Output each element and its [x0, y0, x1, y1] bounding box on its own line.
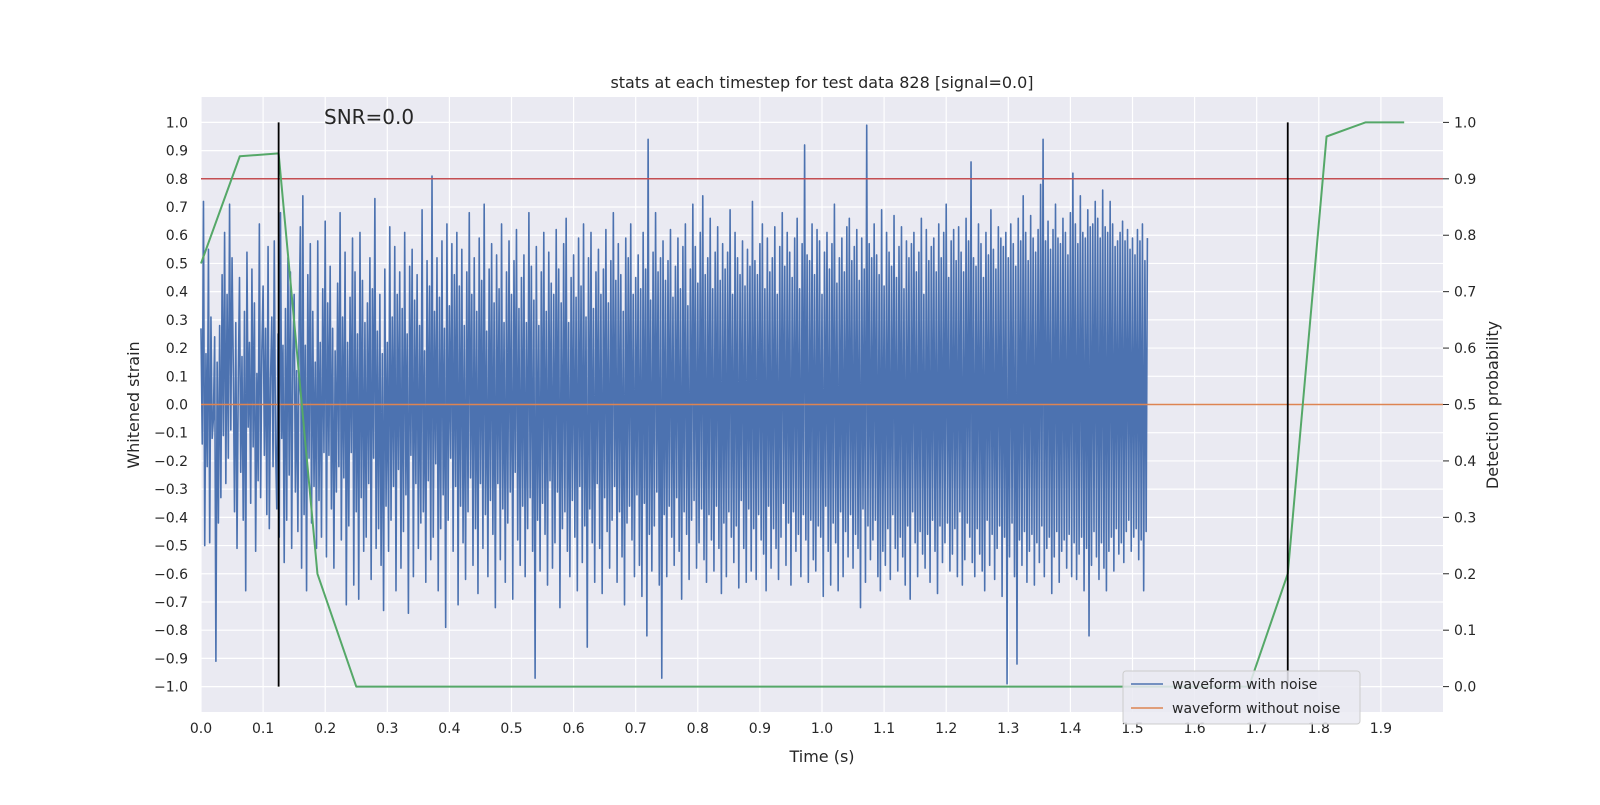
y-right-axis-label: Detection probability	[1483, 321, 1502, 489]
legend-label-clean: waveform without noise	[1172, 701, 1340, 717]
x-tick-label: 1.1	[873, 721, 895, 737]
x-tick-label: 1.9	[1370, 721, 1392, 737]
y-left-tick-label: 1.0	[166, 115, 188, 131]
y-left-tick-label: −1.0	[154, 680, 188, 696]
y-right-tick-label: 0.2	[1454, 567, 1476, 583]
legend-box	[1122, 670, 1361, 725]
y-left-tick-label: −0.3	[154, 482, 188, 498]
y-left-tick-label: −0.6	[154, 567, 188, 583]
x-tick-label: 0.4	[438, 721, 460, 737]
x-tick-label: 1.4	[1059, 721, 1081, 737]
x-tick-labels: 0.0 0.1 0.2 0.3 0.4 0.5 0.6 0.7 0.8 0.9 1.0 1.1 1.2 1…	[190, 721, 1392, 737]
y-right-tick-label: 0.9	[1454, 172, 1476, 188]
y-left-tick-label: 0.8	[166, 172, 188, 188]
y-right-tick-label: 0.5	[1454, 398, 1476, 414]
y-right-tick-label: 0.1	[1454, 623, 1476, 639]
y-left-tick-label: 0.6	[166, 228, 188, 244]
y-left-tick-label: 0.7	[166, 200, 188, 216]
y-left-tick-label: 0.9	[166, 144, 188, 160]
x-tick-label: 1.3	[997, 721, 1019, 737]
x-tick-label: 1.0	[811, 721, 833, 737]
x-tick-label: 0.3	[376, 721, 398, 737]
y-right-tick-label: 0.4	[1454, 454, 1476, 470]
y-left-tick-label: −0.7	[154, 595, 188, 611]
x-tick-label: 0.2	[314, 721, 336, 737]
legend: waveform with noise waveform without noi…	[1122, 670, 1361, 725]
snr-annotation: SNR=0.0	[324, 105, 414, 129]
y-right-tick-label: 0.8	[1454, 228, 1476, 244]
y-left-tick-label: −0.8	[154, 623, 188, 639]
x-tick-label: 0.8	[687, 721, 709, 737]
y-left-tick-label: −0.5	[154, 539, 188, 555]
y-left-tick-label: 0.3	[166, 313, 188, 329]
x-axis-label: Time (s)	[788, 747, 854, 766]
y-left-tick-label: −0.1	[154, 426, 188, 442]
y-left-tick-label: −0.4	[154, 510, 188, 526]
series-waveform-with-noise	[200, 124, 1149, 685]
y-left-axis-label: Whitened strain	[124, 341, 143, 468]
x-tick-label: 0.6	[562, 721, 584, 737]
y-right-tick-label: 0.6	[1454, 341, 1476, 357]
y-right-tick-label: 0.0	[1454, 680, 1476, 696]
y-left-tick-label: 0.4	[166, 285, 188, 301]
y-left-tick-label: −0.9	[154, 651, 188, 667]
y-left-tick-label: 0.2	[166, 341, 188, 357]
x-tick-label: 1.7	[1246, 721, 1268, 737]
x-tick-label: 0.9	[749, 721, 771, 737]
y-left-tick-label: 0.1	[166, 369, 188, 385]
x-tick-label: 1.5	[1121, 721, 1143, 737]
x-tick-label: 1.8	[1308, 721, 1330, 737]
y-left-tick-labels: 1.0 0.9 0.8 0.7 0.6 0.5 0.4 0.3 0.2 0.1 0.0 −0.1 −0.…	[154, 115, 188, 695]
x-tick-label: 0.1	[252, 721, 274, 737]
y-right-tick-labels: 1.0 0.9 0.8 0.7 0.6 0.5 0.4 0.3 0.2 0.1 0.0	[1443, 115, 1476, 696]
legend-label-noisy: waveform with noise	[1172, 677, 1317, 693]
x-tick-label: 1.2	[935, 721, 957, 737]
y-left-tick-label: −0.2	[154, 454, 188, 470]
x-tick-label: 1.6	[1183, 721, 1205, 737]
y-right-tick-label: 0.3	[1454, 510, 1476, 526]
y-left-tick-label: 0.5	[166, 256, 188, 272]
y-left-tick-label: 0.0	[166, 398, 188, 414]
y-right-tick-label: 1.0	[1454, 115, 1476, 131]
x-tick-label: 0.7	[625, 721, 647, 737]
x-tick-label: 0.0	[190, 721, 212, 737]
chart-title: stats at each timestep for test data 828…	[610, 73, 1033, 92]
x-tick-label: 0.5	[500, 721, 522, 737]
y-right-tick-label: 0.7	[1454, 285, 1476, 301]
